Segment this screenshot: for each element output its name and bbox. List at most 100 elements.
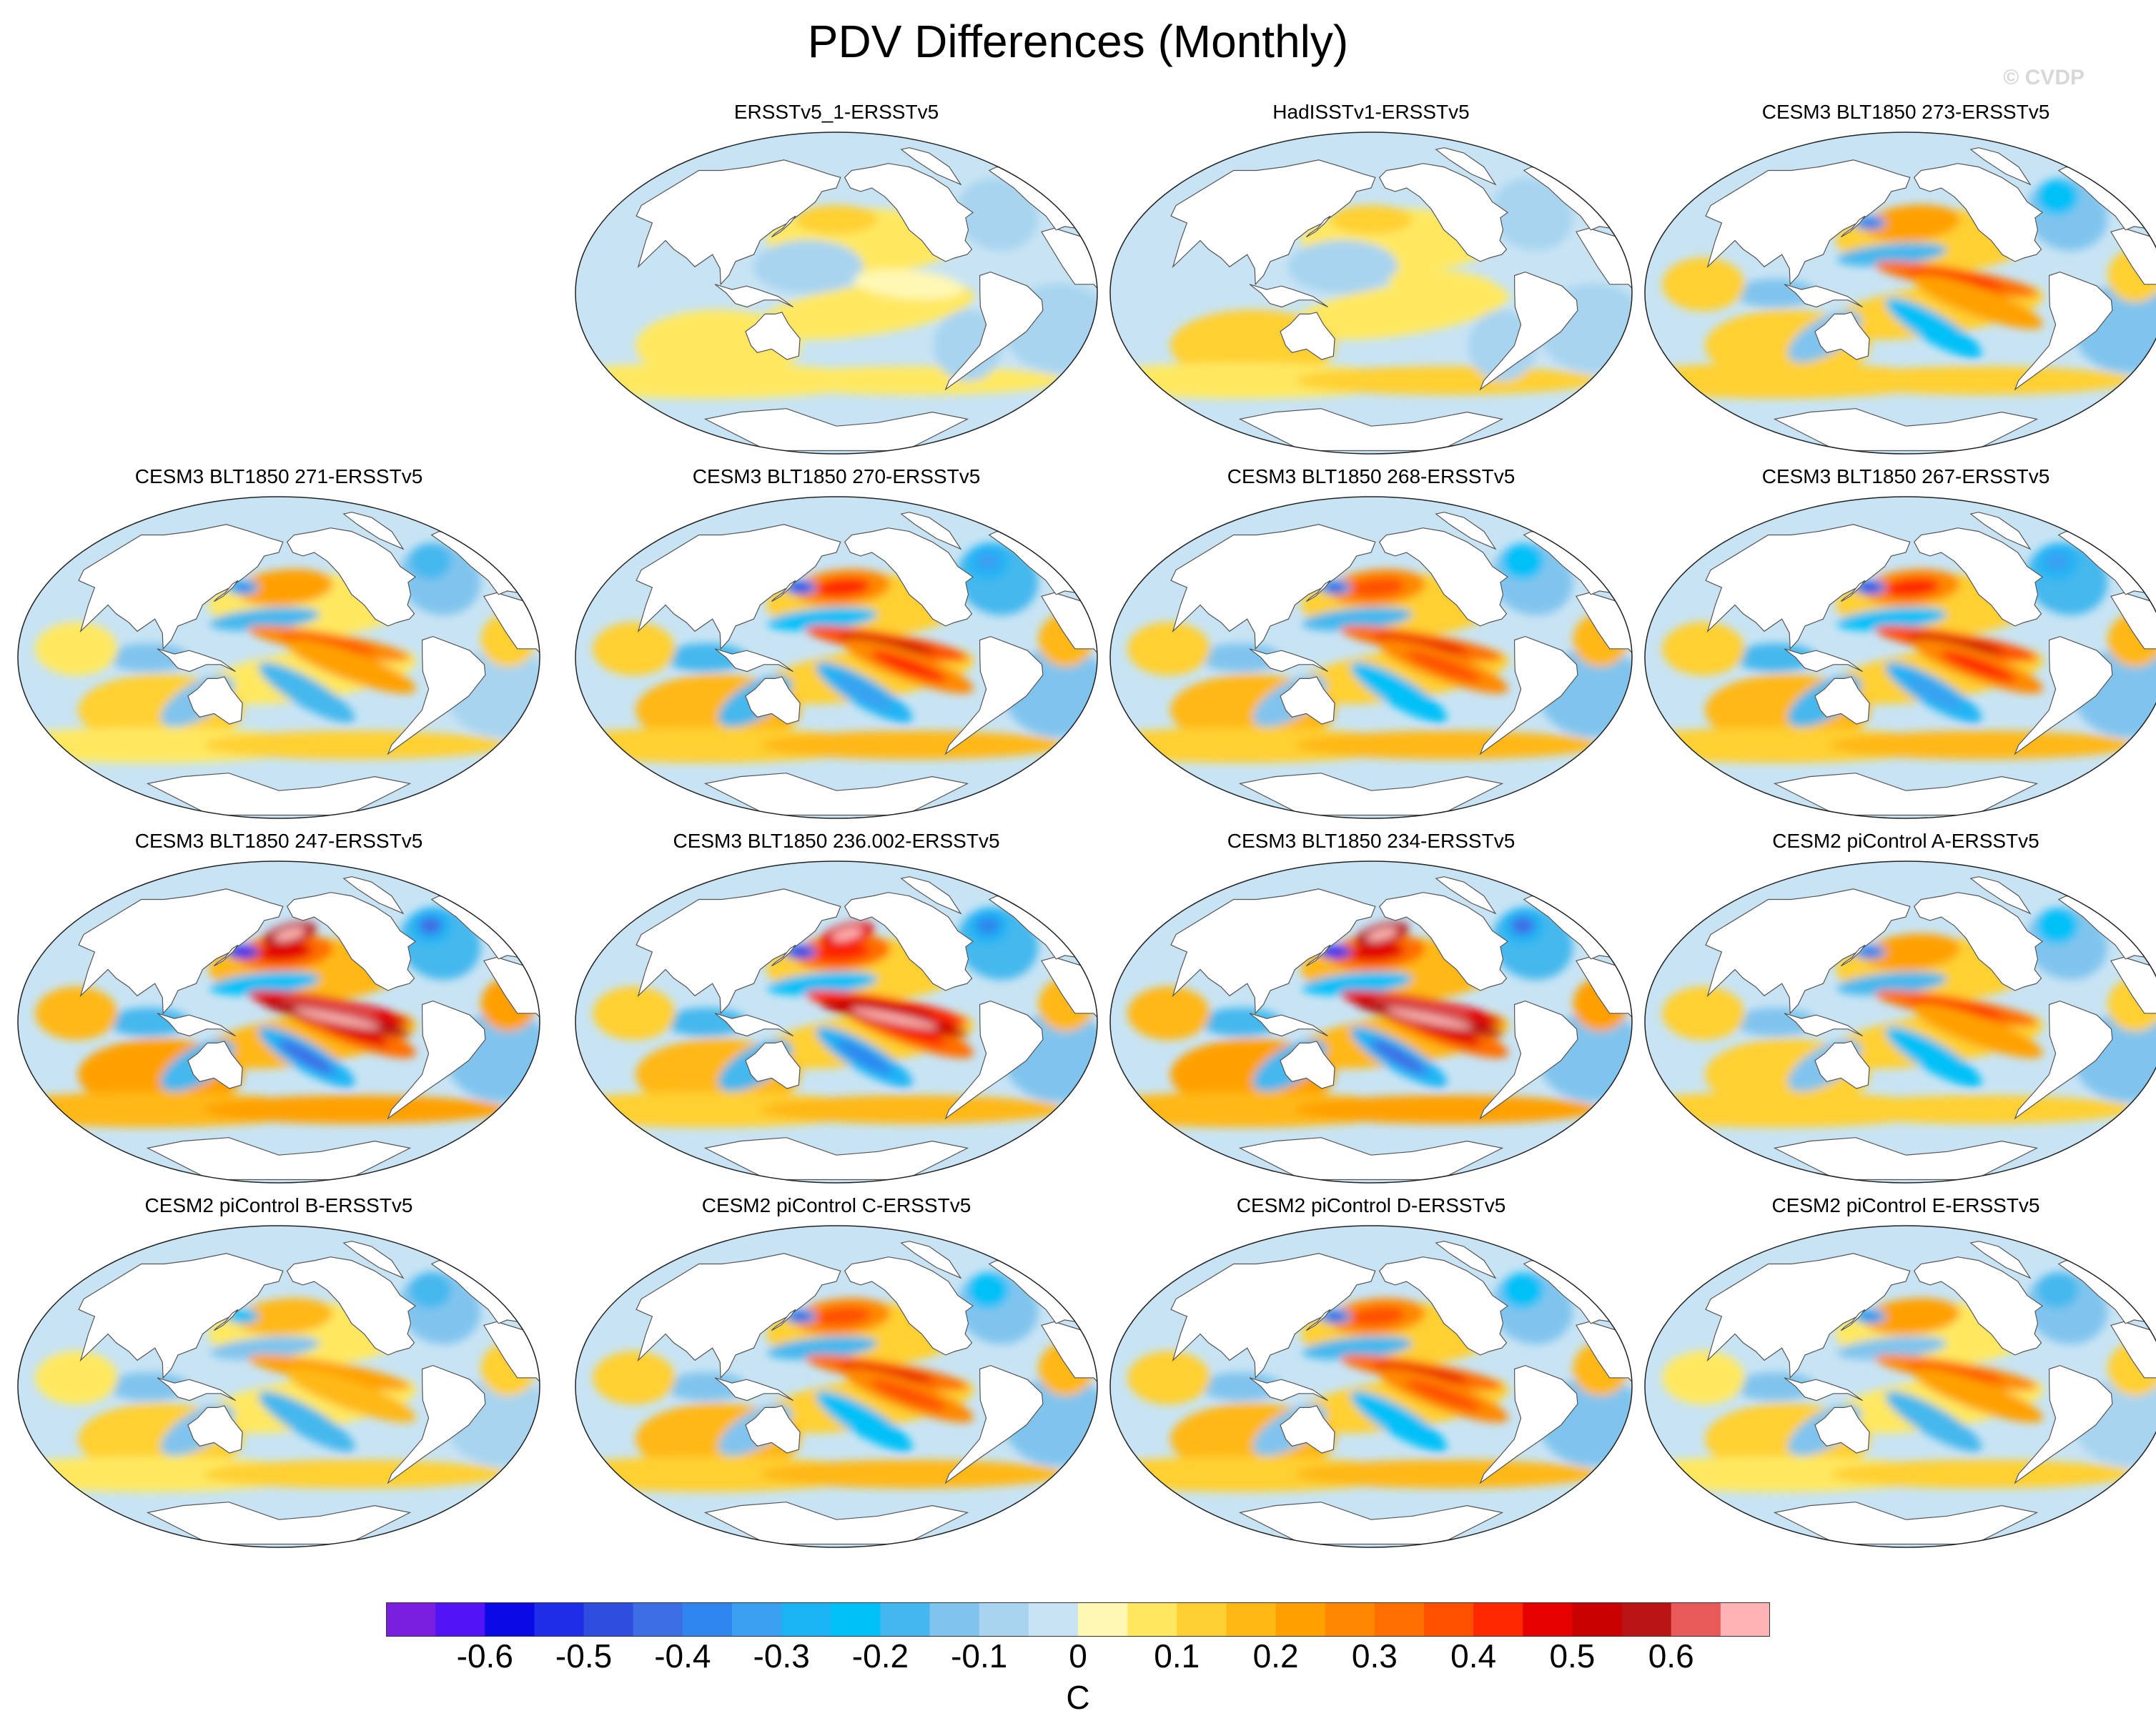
anomaly-patch <box>761 1459 1064 1489</box>
pdv-difference-map <box>1644 132 2156 455</box>
land-japan <box>1305 580 1331 602</box>
land-namerica <box>844 1256 974 1356</box>
anomaly-patch <box>209 971 320 996</box>
anomaly-core <box>790 1313 810 1320</box>
map-border <box>1109 132 1633 455</box>
land-eurasia <box>636 524 841 650</box>
map-panel: CESM3 BLT1850 271-ERSSTv5 <box>14 465 543 829</box>
anomaly-core <box>1325 584 1345 591</box>
anomaly-patch <box>795 205 878 234</box>
map-border <box>1644 860 2156 1184</box>
anomaly-patch <box>593 622 676 676</box>
land-japan <box>771 580 796 602</box>
anomaly-patch <box>1502 1272 1544 1309</box>
land-eurasia <box>636 1253 841 1379</box>
land-australia <box>187 1405 243 1454</box>
map-border <box>1644 496 2156 819</box>
anomaly-patch <box>2037 179 2079 215</box>
colorbar-tick-label: -0.2 <box>851 1637 909 1675</box>
colorbar-swatch <box>1226 1602 1277 1637</box>
land-indonesia <box>714 648 793 673</box>
anomaly-patch <box>1491 177 1573 251</box>
panel-title: CESM3 BLT1850 234-ERSSTv5 <box>1227 830 1515 852</box>
land-eurasia <box>1170 159 1376 286</box>
land-samerica <box>1479 271 1578 391</box>
anomaly-core <box>1940 651 2016 682</box>
colorbar-tick-label: -0.5 <box>555 1637 613 1675</box>
colorbar-swatch <box>1621 1602 1672 1637</box>
land-greenland <box>1969 512 2032 550</box>
colorbar-swatch <box>781 1602 831 1637</box>
land-greenland <box>900 1241 962 1279</box>
land-africa <box>2110 956 2156 1082</box>
anomaly-core <box>1374 633 1469 654</box>
pdv-difference-map <box>17 860 540 1184</box>
anomaly-core <box>836 1040 892 1074</box>
anomaly-patch <box>1662 257 1745 312</box>
land-australia <box>745 1405 801 1454</box>
colorbar-swatch <box>386 1602 436 1637</box>
land-australia <box>1814 312 1870 360</box>
anomaly-core <box>851 1008 938 1029</box>
colorbar-swatch <box>831 1602 881 1637</box>
map-field <box>18 1226 540 1547</box>
pdv-difference-map <box>1644 1225 2156 1548</box>
land-greenland <box>900 876 962 915</box>
anomaly-patch <box>761 730 1064 760</box>
anomaly-patch <box>209 607 320 631</box>
panel-title: CESM3 BLT1850 267-ERSSTv5 <box>1761 465 2050 487</box>
map-panel: CESM2 piControl A-ERSSTv5 <box>1641 829 2156 1194</box>
land-antarctica <box>146 1137 412 1181</box>
land-australia <box>1280 1405 1335 1454</box>
pdv-difference-map <box>1109 496 1633 819</box>
anomaly-patch <box>1127 622 1210 676</box>
colorbar-swatch <box>1572 1602 1623 1637</box>
anomaly-patch <box>107 1008 190 1036</box>
anomaly-patch <box>286 639 416 694</box>
land-eurasia <box>78 1253 284 1379</box>
land-australia <box>187 1041 243 1089</box>
land-japan <box>1305 215 1331 238</box>
land-indonesia <box>714 1377 793 1402</box>
anomaly-core <box>1349 943 1405 961</box>
anomaly-core <box>814 943 871 961</box>
colorbar <box>386 1602 1770 1637</box>
land-namerica <box>286 527 417 627</box>
panel-title: CESM3 BLT1850 270-ERSSTv5 <box>692 465 981 487</box>
colorbar-swatch <box>1275 1602 1326 1637</box>
land-japan <box>1840 1309 1866 1331</box>
pdv-difference-map <box>1109 1225 1633 1548</box>
land-samerica <box>2014 271 2113 391</box>
pdv-difference-map <box>1644 496 2156 819</box>
anomaly-patch <box>767 607 878 631</box>
map-field <box>575 861 1097 1183</box>
anomaly-core <box>839 633 934 654</box>
anomaly-core <box>1325 1313 1345 1320</box>
colorbar-swatch <box>485 1602 535 1637</box>
panel-title: CESM2 piControl D-ERSSTv5 <box>1236 1194 1506 1216</box>
anomaly-patch <box>247 1354 411 1391</box>
land-africa <box>2110 227 2156 353</box>
anomaly-core <box>1909 269 2004 289</box>
anomaly-patch <box>203 730 506 760</box>
anomaly-patch <box>854 269 964 299</box>
anomaly-core <box>418 916 442 935</box>
anomaly-patch <box>816 1391 913 1452</box>
colorbar-swatch <box>979 1602 1029 1637</box>
colorbar-swatch <box>1078 1602 1128 1637</box>
anomaly-patch <box>1734 1372 1817 1401</box>
land-greenland <box>1969 147 2032 186</box>
anomaly-patch <box>593 1351 676 1405</box>
colorbar-swatch <box>1177 1602 1227 1637</box>
pdv-difference-map <box>575 1225 1098 1548</box>
anomaly-patch <box>1199 1372 1282 1401</box>
land-eurasia <box>1705 1253 1911 1379</box>
anomaly-patch <box>664 1008 748 1036</box>
colorbar-tick-label: -0.4 <box>654 1637 711 1675</box>
map-panel: CESM2 piControl D-ERSSTv5 <box>1107 1194 1636 1558</box>
land-samerica <box>387 1364 486 1484</box>
land-namerica <box>286 1256 417 1356</box>
anomaly-patch <box>664 643 748 672</box>
anomaly-patch <box>593 986 676 1041</box>
map-field <box>1645 861 2156 1183</box>
